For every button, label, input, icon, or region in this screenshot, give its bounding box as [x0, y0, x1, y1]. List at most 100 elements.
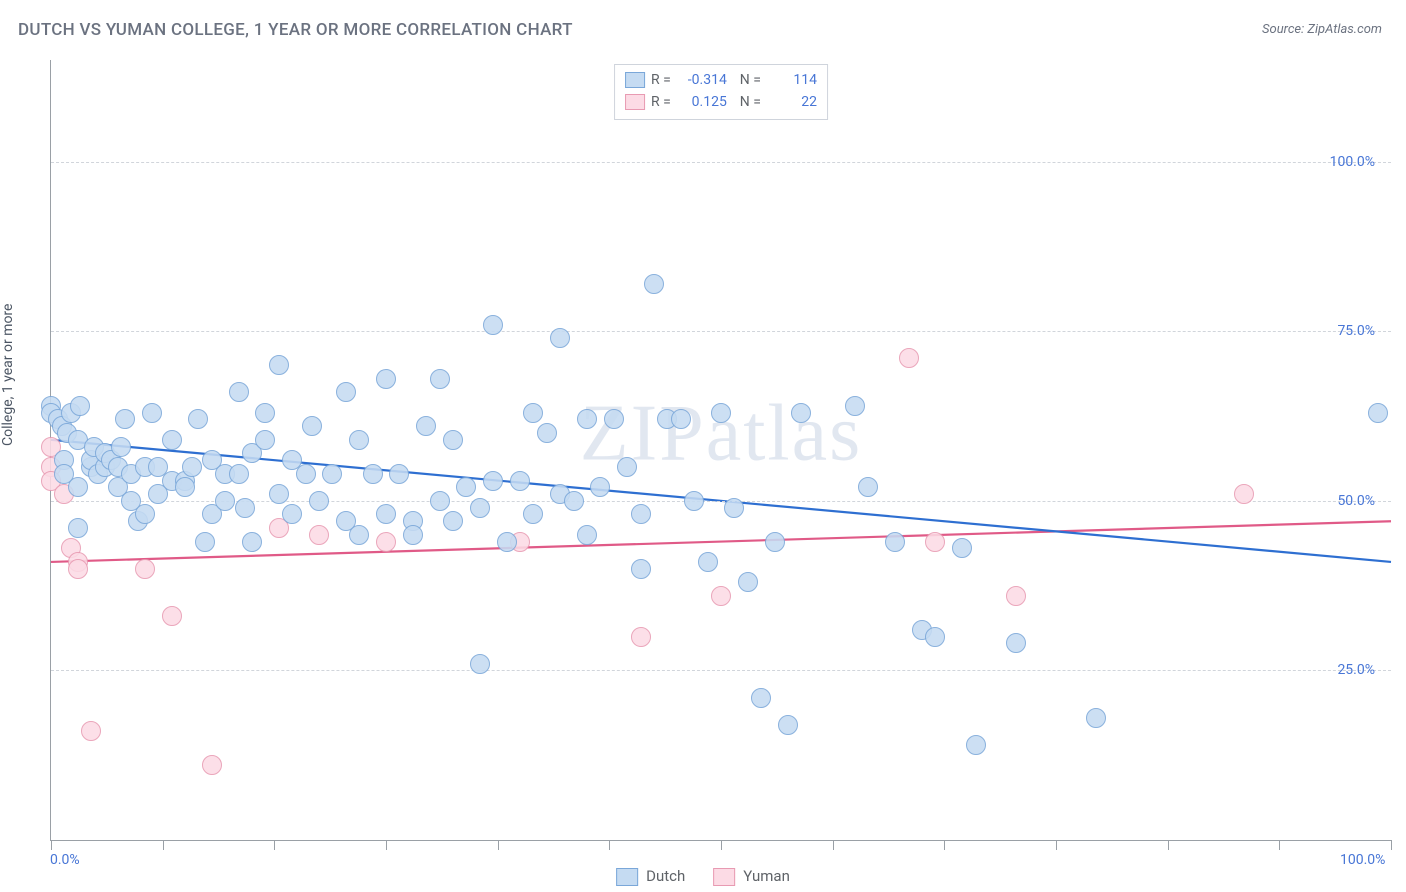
x-tick [1279, 840, 1280, 850]
data-point [577, 409, 597, 429]
x-tick [1168, 840, 1169, 850]
data-point [925, 627, 945, 647]
x-tick [833, 840, 834, 850]
data-point [363, 464, 383, 484]
data-point [269, 484, 289, 504]
data-point [577, 525, 597, 545]
x-tick [1391, 840, 1392, 850]
legend-item-yuman: Yuman [713, 867, 790, 886]
data-point [738, 572, 758, 592]
data-point [925, 532, 945, 552]
stat-r-label: R = [651, 69, 671, 91]
data-point [175, 477, 195, 497]
data-point [229, 464, 249, 484]
data-point [590, 477, 610, 497]
data-point [195, 532, 215, 552]
data-point [523, 403, 543, 423]
data-point [483, 471, 503, 491]
data-point [644, 274, 664, 294]
data-point [142, 403, 162, 423]
data-point [899, 348, 919, 368]
data-point [70, 396, 90, 416]
data-point [242, 532, 262, 552]
data-point [1006, 633, 1026, 653]
gridline [51, 670, 1391, 671]
data-point [778, 715, 798, 735]
x-tick [609, 840, 610, 850]
data-point [302, 416, 322, 436]
dutch-swatch-icon [625, 72, 645, 88]
x-tick [386, 840, 387, 850]
data-point [115, 409, 135, 429]
data-point [470, 498, 490, 518]
data-point [791, 403, 811, 423]
data-point [188, 409, 208, 429]
data-point [68, 477, 88, 497]
x-tick [721, 840, 722, 850]
data-point [336, 382, 356, 402]
y-tick-label: 50.0% [1337, 493, 1375, 509]
data-point [68, 518, 88, 538]
dutch-swatch-icon [616, 868, 638, 886]
stat-n-yuman: 22 [767, 91, 817, 113]
data-point [376, 369, 396, 389]
x-tick [1056, 840, 1057, 850]
x-tick-max: 100.0% [1340, 852, 1385, 868]
data-point [1086, 708, 1106, 728]
data-point [269, 355, 289, 375]
data-point [162, 606, 182, 626]
data-point [631, 627, 651, 647]
data-point [456, 477, 476, 497]
data-point [604, 409, 624, 429]
x-tick [163, 840, 164, 850]
stat-n-label: N = [733, 91, 761, 113]
data-point [135, 504, 155, 524]
data-point [309, 525, 329, 545]
data-point [751, 688, 771, 708]
data-point [443, 511, 463, 531]
data-point [698, 552, 718, 572]
stat-row-dutch: R = -0.314 N = 114 [625, 69, 817, 91]
stat-n-label: N = [733, 69, 761, 91]
x-tick-min: 0.0% [50, 852, 80, 868]
legend-item-dutch: Dutch [616, 867, 685, 886]
data-point [282, 504, 302, 524]
yuman-swatch-icon [625, 94, 645, 110]
data-point [443, 430, 463, 450]
data-point [617, 457, 637, 477]
chart-container: DUTCH VS YUMAN COLLEGE, 1 YEAR OR MORE C… [0, 0, 1406, 892]
data-point [631, 559, 651, 579]
y-tick-label: 100.0% [1330, 154, 1375, 170]
data-point [229, 382, 249, 402]
gridline [51, 331, 1391, 332]
source-attribution: Source: ZipAtlas.com [1262, 22, 1382, 37]
y-axis-label: College, 1 year or more [0, 304, 16, 446]
data-point [858, 477, 878, 497]
data-point [510, 471, 530, 491]
data-point [711, 586, 731, 606]
data-point [416, 416, 436, 436]
data-point [684, 491, 704, 511]
yuman-swatch-icon [713, 868, 735, 886]
data-point [255, 430, 275, 450]
data-point [845, 396, 865, 416]
data-point [322, 464, 342, 484]
data-point [523, 504, 543, 524]
data-point [111, 437, 131, 457]
data-point [162, 430, 182, 450]
data-point [483, 315, 503, 335]
data-point [765, 532, 785, 552]
data-point [255, 403, 275, 423]
stat-n-dutch: 114 [767, 69, 817, 91]
data-point [349, 430, 369, 450]
data-point [309, 491, 329, 511]
data-point [376, 504, 396, 524]
data-point [182, 457, 202, 477]
data-point [952, 538, 972, 558]
data-point [430, 369, 450, 389]
data-point [68, 559, 88, 579]
y-tick-label: 25.0% [1337, 662, 1375, 678]
data-point [966, 735, 986, 755]
data-point [376, 532, 396, 552]
data-point [215, 491, 235, 511]
